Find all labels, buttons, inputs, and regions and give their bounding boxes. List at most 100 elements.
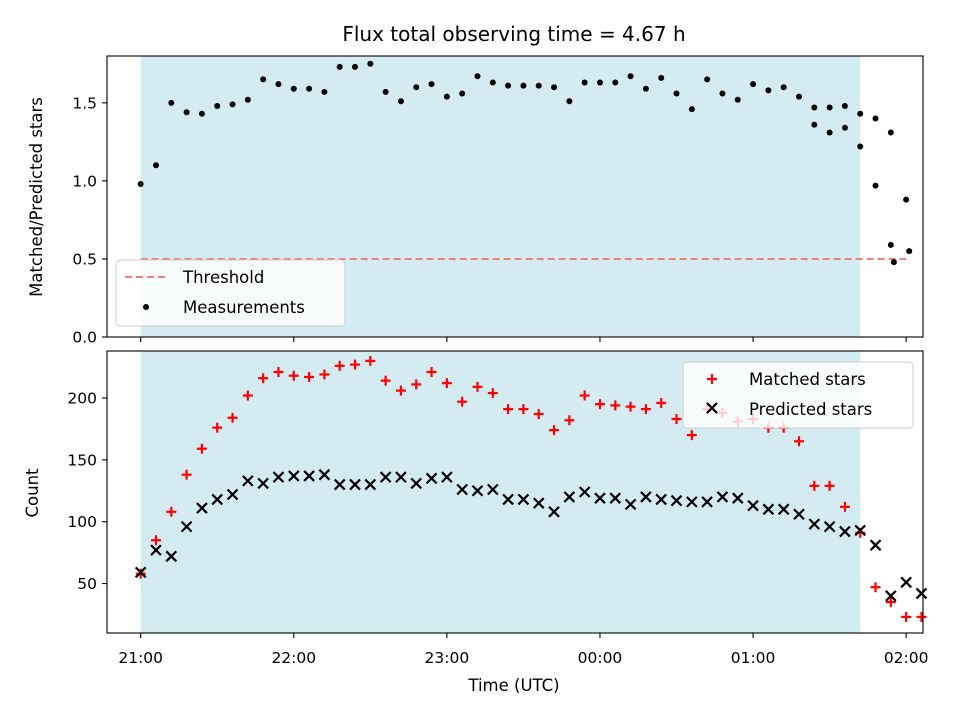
predicted-star-point xyxy=(624,498,637,511)
measurement-point xyxy=(275,81,282,88)
x-tick-label: 00:00 xyxy=(578,649,623,667)
measurement-point xyxy=(734,96,741,103)
legend-threshold-label: Threshold xyxy=(182,268,264,287)
measurement-point xyxy=(321,88,328,95)
matched-star-point xyxy=(640,404,651,415)
measurement-point xyxy=(382,88,389,95)
measurement-point xyxy=(826,104,833,111)
y-tick-label: 50 xyxy=(77,575,97,593)
predicted-stars-series xyxy=(134,468,928,602)
matched-star-point xyxy=(533,409,544,420)
measurement-point xyxy=(505,82,512,89)
predicted-star-point xyxy=(364,478,377,491)
measurement-point xyxy=(841,102,848,109)
matched-star-point xyxy=(656,397,667,408)
top-panel: 0.0 0.5 1.0 1.5 Matched/Predicted stars Thr… xyxy=(27,55,924,347)
legend-matched-swatch xyxy=(707,374,717,384)
predicted-star-point xyxy=(226,488,239,501)
measurement-point xyxy=(413,84,420,91)
matched-star-point xyxy=(196,443,207,454)
matched-star-point xyxy=(809,480,820,491)
predicted-star-point xyxy=(410,477,423,490)
x-axis-label: Time (UTC) xyxy=(467,676,559,695)
bottom-axes-frame xyxy=(106,350,924,634)
measurement-point xyxy=(336,63,343,70)
predicted-star-point xyxy=(731,492,744,504)
predicted-star-point xyxy=(272,471,285,483)
measurement-point xyxy=(367,60,374,67)
predicted-star-point xyxy=(854,524,867,537)
matched-star-point xyxy=(625,401,636,412)
measurement-point xyxy=(750,81,757,88)
matched-star-point xyxy=(365,355,376,366)
matched-star-point xyxy=(426,367,437,378)
bottom-legend-box xyxy=(682,361,914,429)
matched-star-point xyxy=(870,582,881,593)
predicted-star-point xyxy=(395,471,407,483)
x-tick-label: 21:00 xyxy=(118,649,163,667)
predicted-star-point xyxy=(211,493,224,506)
measurement-point xyxy=(443,93,450,100)
predicted-star-point xyxy=(287,470,300,482)
predicted-star-point xyxy=(609,492,622,504)
measurement-point xyxy=(168,99,175,106)
measurement-point xyxy=(229,101,236,108)
predicted-star-point xyxy=(303,470,315,482)
measurement-point xyxy=(795,93,802,100)
measurement-point xyxy=(581,79,588,86)
x-tick-label: 02:00 xyxy=(884,649,929,667)
x-tick-label: 23:00 xyxy=(425,649,470,667)
predicted-star-point xyxy=(594,492,606,504)
top-y-axis-label: Matched/Predicted stars xyxy=(27,97,46,297)
predicted-star-point xyxy=(165,550,178,563)
predicted-star-point xyxy=(686,496,698,508)
measurement-point xyxy=(306,85,313,92)
matched-star-point xyxy=(319,369,330,380)
measurement-point xyxy=(887,129,894,136)
measurement-point xyxy=(596,79,603,86)
predicted-star-point xyxy=(716,491,729,503)
measurement-point xyxy=(872,182,879,189)
measurement-point xyxy=(520,82,527,89)
chart-title: Flux total observing time = 4.67 h xyxy=(342,22,685,46)
measurement-point xyxy=(780,84,787,91)
predicted-star-point xyxy=(823,520,836,533)
predicted-star-point xyxy=(487,483,499,496)
bottom-x-ticks: 21:00 22:00 23:00 00:00 01:00 02:00 xyxy=(118,633,928,667)
measurement-point xyxy=(489,79,496,86)
measurement-point xyxy=(857,143,864,150)
predicted-star-point xyxy=(670,494,683,507)
y-tick-label: 200 xyxy=(67,390,97,408)
y-tick-label: 1.0 xyxy=(72,172,97,190)
matched-star-point xyxy=(518,404,529,415)
matched-star-point xyxy=(579,390,590,401)
legend-measurements-swatch xyxy=(143,304,149,310)
top-axes-frame xyxy=(106,55,924,338)
matched-star-point xyxy=(916,611,927,622)
measurements-series xyxy=(137,60,913,266)
top-y-ticks: 0.0 0.5 1.0 1.5 xyxy=(72,94,107,347)
x-tick-label: 01:00 xyxy=(731,649,776,667)
measurement-point xyxy=(551,84,558,91)
matched-star-point xyxy=(380,375,391,386)
predicted-star-point xyxy=(349,478,361,491)
measurement-point xyxy=(658,74,665,81)
matched-star-point xyxy=(258,373,269,384)
predicted-star-point xyxy=(441,471,453,483)
measurement-point xyxy=(152,162,159,169)
predicted-star-point xyxy=(257,477,269,490)
predicted-star-point xyxy=(701,496,713,508)
predicted-star-point xyxy=(793,508,805,521)
matched-star-point xyxy=(212,422,223,433)
predicted-star-point xyxy=(885,590,897,602)
matched-star-point xyxy=(793,436,804,447)
measurement-point xyxy=(887,241,894,248)
x-tick-label: 22:00 xyxy=(271,649,316,667)
measurement-point xyxy=(673,90,680,97)
matched-star-point xyxy=(411,379,422,390)
predicted-star-point xyxy=(869,539,882,551)
matched-star-point xyxy=(503,404,514,415)
matched-star-point xyxy=(150,535,161,546)
predicted-star-point xyxy=(242,475,254,487)
measurement-point xyxy=(428,81,435,88)
